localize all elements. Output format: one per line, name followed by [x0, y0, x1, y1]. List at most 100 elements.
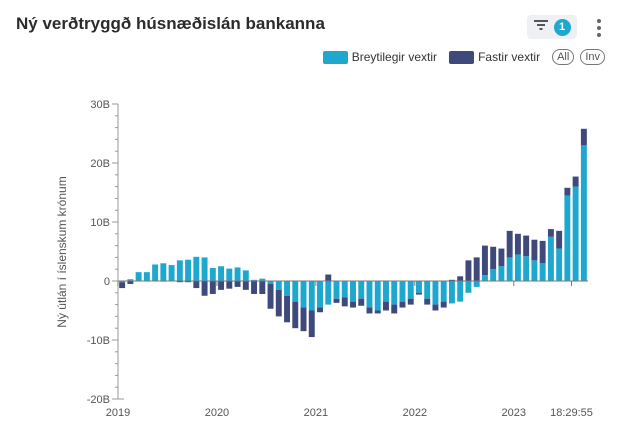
- bar-fastir[interactable]: [333, 298, 340, 303]
- bar-fastir[interactable]: [424, 298, 431, 305]
- bar-fastir[interactable]: [317, 307, 323, 313]
- bar-breytilegir[interactable]: [267, 281, 274, 284]
- bar-fastir[interactable]: [457, 276, 464, 281]
- bar-breytilegir[interactable]: [539, 263, 546, 281]
- bar-breytilegir[interactable]: [127, 279, 134, 281]
- bar-fastir[interactable]: [218, 281, 225, 290]
- legend-item-breytilegir[interactable]: Breytilegir vextir: [322, 50, 437, 64]
- bar-breytilegir[interactable]: [374, 281, 381, 311]
- bar-breytilegir[interactable]: [333, 281, 340, 299]
- bar-fastir[interactable]: [523, 235, 530, 257]
- bar-breytilegir[interactable]: [160, 263, 167, 281]
- bar-fastir[interactable]: [432, 304, 439, 311]
- bar-fastir[interactable]: [251, 281, 258, 294]
- bar-fastir[interactable]: [490, 246, 497, 270]
- bar-fastir[interactable]: [127, 281, 134, 284]
- bar-breytilegir[interactable]: [547, 236, 554, 281]
- bar-breytilegir[interactable]: [119, 281, 126, 283]
- bar-fastir[interactable]: [292, 301, 299, 329]
- bar-breytilegir[interactable]: [391, 281, 398, 305]
- bar-fastir[interactable]: [383, 301, 389, 311]
- bar-fastir[interactable]: [275, 289, 282, 317]
- bar-breytilegir[interactable]: [457, 281, 464, 302]
- bar-fastir[interactable]: [259, 281, 266, 294]
- bar-breytilegir[interactable]: [135, 272, 142, 281]
- bar-breytilegir[interactable]: [143, 272, 150, 281]
- bar-breytilegir[interactable]: [514, 254, 521, 281]
- bar-breytilegir[interactable]: [490, 269, 497, 281]
- bar-breytilegir[interactable]: [325, 281, 332, 305]
- bar-fastir[interactable]: [209, 281, 216, 294]
- bar-breytilegir[interactable]: [580, 145, 587, 281]
- bar-fastir[interactable]: [284, 295, 291, 323]
- legend-item-fastir[interactable]: Fastir vextir: [449, 50, 540, 64]
- bar-breytilegir[interactable]: [176, 260, 183, 281]
- bar-breytilegir[interactable]: [383, 281, 389, 302]
- bar-breytilegir[interactable]: [341, 281, 348, 298]
- bar-breytilegir[interactable]: [358, 281, 365, 299]
- bar-breytilegir[interactable]: [226, 268, 233, 281]
- bar-breytilegir[interactable]: [234, 267, 241, 281]
- bar-fastir[interactable]: [473, 257, 480, 281]
- bar-fastir[interactable]: [350, 301, 356, 308]
- bar-fastir[interactable]: [193, 281, 200, 289]
- bar-breytilegir[interactable]: [275, 281, 282, 290]
- bar-fastir[interactable]: [498, 248, 505, 267]
- bar-fastir[interactable]: [366, 307, 373, 314]
- bar-breytilegir[interactable]: [185, 259, 192, 281]
- bar-breytilegir[interactable]: [473, 281, 480, 287]
- bar-fastir[interactable]: [556, 230, 563, 249]
- bar-breytilegir[interactable]: [251, 279, 258, 281]
- bar-fastir[interactable]: [325, 274, 332, 281]
- bar-fastir[interactable]: [531, 239, 538, 261]
- bar-fastir[interactable]: [358, 298, 365, 306]
- bar-breytilegir[interactable]: [308, 281, 315, 311]
- bar-fastir[interactable]: [308, 310, 315, 338]
- bar-breytilegir[interactable]: [366, 281, 373, 308]
- bar-fastir[interactable]: [580, 128, 587, 146]
- bar-breytilegir[interactable]: [415, 281, 422, 293]
- bar-breytilegir[interactable]: [350, 281, 356, 302]
- bar-fastir[interactable]: [234, 281, 241, 287]
- filter-button[interactable]: 1: [527, 15, 577, 39]
- bar-fastir[interactable]: [440, 301, 447, 308]
- bar-breytilegir[interactable]: [531, 260, 538, 281]
- bar-fastir[interactable]: [185, 281, 192, 283]
- bar-breytilegir[interactable]: [284, 281, 291, 296]
- bar-breytilegir[interactable]: [506, 257, 513, 281]
- bar-breytilegir[interactable]: [193, 256, 200, 281]
- bar-breytilegir[interactable]: [209, 268, 216, 281]
- bar-breytilegir[interactable]: [498, 266, 505, 281]
- bar-fastir[interactable]: [481, 245, 488, 276]
- bar-fastir[interactable]: [226, 281, 233, 289]
- bar-breytilegir[interactable]: [481, 275, 488, 281]
- bar-breytilegir[interactable]: [440, 281, 447, 302]
- bar-breytilegir[interactable]: [218, 266, 225, 281]
- bar-breytilegir[interactable]: [407, 281, 414, 299]
- bar-fastir[interactable]: [391, 304, 398, 314]
- bar-breytilegir[interactable]: [523, 256, 530, 281]
- more-options-button[interactable]: [593, 17, 605, 39]
- bar-fastir[interactable]: [267, 283, 274, 309]
- bar-fastir[interactable]: [539, 240, 546, 264]
- bar-fastir[interactable]: [415, 292, 422, 295]
- bar-fastir[interactable]: [514, 233, 521, 255]
- bar-breytilegir[interactable]: [300, 281, 307, 308]
- bar-fastir[interactable]: [564, 187, 571, 196]
- bar-breytilegir[interactable]: [424, 281, 431, 299]
- bar-fastir[interactable]: [176, 281, 183, 283]
- bar-breytilegir[interactable]: [465, 281, 472, 293]
- bar-fastir[interactable]: [300, 307, 307, 332]
- bar-fastir[interactable]: [572, 176, 579, 187]
- bar-fastir[interactable]: [506, 230, 513, 258]
- bar-fastir[interactable]: [242, 281, 249, 290]
- invert-selection-button[interactable]: Inv: [580, 49, 605, 65]
- bar-breytilegir[interactable]: [432, 281, 439, 305]
- bar-breytilegir[interactable]: [152, 264, 159, 281]
- bar-breytilegir[interactable]: [259, 278, 266, 281]
- bar-breytilegir[interactable]: [399, 281, 406, 302]
- bar-breytilegir[interactable]: [572, 186, 579, 281]
- bar-fastir[interactable]: [399, 301, 406, 308]
- bar-fastir[interactable]: [341, 297, 348, 307]
- bar-breytilegir[interactable]: [201, 257, 208, 281]
